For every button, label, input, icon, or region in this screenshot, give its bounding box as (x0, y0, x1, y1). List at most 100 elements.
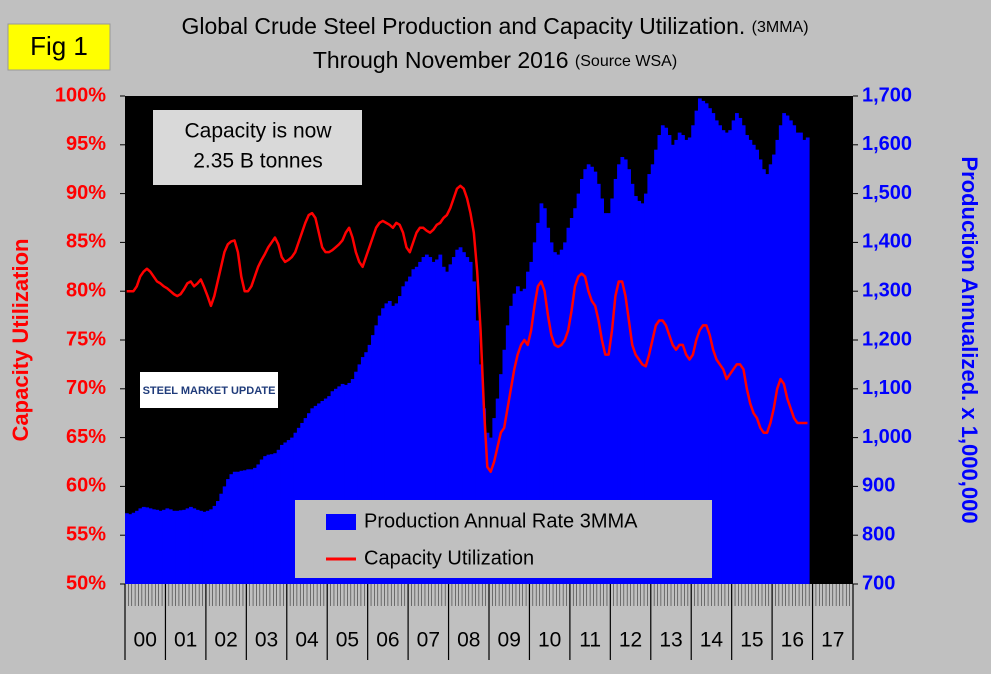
bar (360, 357, 365, 584)
bar (775, 139, 780, 585)
x-tick-label: 00 (134, 629, 157, 652)
bar (640, 203, 645, 585)
bar (542, 208, 547, 585)
y-tick-label: 60% (66, 475, 106, 497)
y2-axis-title: Production Annualized. x 1,000,000 (957, 156, 982, 523)
bar (286, 440, 291, 584)
bar (333, 388, 338, 584)
y2-tick-label: 1,300 (862, 279, 912, 301)
bar (627, 169, 631, 584)
bar (580, 178, 584, 584)
bar (468, 261, 473, 584)
bar (765, 174, 770, 584)
bar (738, 117, 743, 585)
bar (236, 471, 240, 584)
bar (768, 164, 773, 584)
bar (199, 510, 203, 584)
legend: Production Annual Rate 3MMA Capacity Util… (326, 510, 638, 569)
bar (512, 293, 517, 584)
bar (549, 242, 554, 584)
bar (350, 379, 355, 584)
bar (377, 315, 382, 584)
bar (451, 257, 456, 584)
bar (529, 261, 534, 584)
bar (317, 403, 321, 584)
bar (387, 300, 392, 584)
title: Global Crude Steel Production and Capaci… (181, 13, 745, 39)
bar (677, 132, 682, 584)
bar (145, 507, 149, 584)
bar (266, 454, 271, 584)
bar (151, 509, 156, 584)
bar (394, 303, 399, 584)
bar (155, 509, 160, 584)
x-tick-label: 11 (579, 629, 601, 652)
bar (202, 511, 207, 584)
bar (131, 512, 136, 584)
bar (455, 249, 460, 584)
bar (162, 509, 166, 584)
bar (178, 510, 183, 584)
y2-tick-label: 1,400 (862, 231, 912, 253)
bar (772, 154, 776, 584)
annotation: 2.35 B tonnes (193, 150, 323, 173)
bar (714, 120, 719, 585)
bar (805, 137, 810, 585)
y2-tick-label: 1,700 (862, 84, 912, 106)
bar (519, 291, 524, 584)
bar (755, 149, 760, 584)
bar (701, 100, 706, 584)
bar (226, 479, 230, 584)
bar (330, 391, 335, 584)
bar (445, 271, 449, 584)
bar (613, 178, 618, 584)
bar (603, 213, 608, 584)
bar (327, 396, 331, 584)
bar (546, 227, 551, 584)
bar (724, 132, 729, 584)
bar (384, 303, 389, 584)
bar (762, 169, 766, 584)
y-tick-label: 50% (66, 572, 106, 594)
bar (414, 266, 419, 584)
bar (344, 384, 348, 584)
x-tick-label: 14 (700, 629, 724, 652)
bar (175, 510, 180, 584)
bar (569, 218, 574, 584)
bar (182, 509, 187, 584)
bar (185, 508, 190, 584)
bar (195, 509, 200, 584)
bar (623, 159, 628, 584)
fig-label: Fig 1 (30, 31, 88, 61)
bar (246, 469, 251, 584)
bar (438, 254, 443, 584)
bar (583, 169, 588, 584)
x-tick-label: 10 (538, 629, 561, 652)
line (126, 184, 808, 474)
bar (788, 120, 793, 585)
bar (128, 514, 133, 584)
bar (283, 442, 288, 584)
bar (404, 281, 409, 584)
bar (307, 413, 311, 584)
bar (253, 467, 257, 584)
bar (671, 144, 675, 585)
fig-box (7, 23, 111, 71)
bar (401, 286, 406, 584)
bar (465, 257, 470, 584)
bar (408, 276, 412, 584)
bar (232, 471, 237, 584)
bar (502, 349, 507, 584)
bar (802, 139, 807, 585)
bar (212, 505, 217, 584)
bar (660, 125, 665, 584)
bar (168, 509, 173, 584)
bar (539, 203, 544, 585)
bar (667, 135, 672, 585)
y-axis-title: Capacity Utilization (8, 239, 33, 442)
y-tick-label: 65% (66, 426, 106, 448)
bar (421, 257, 426, 584)
bar (381, 308, 385, 584)
bar (141, 506, 146, 584)
